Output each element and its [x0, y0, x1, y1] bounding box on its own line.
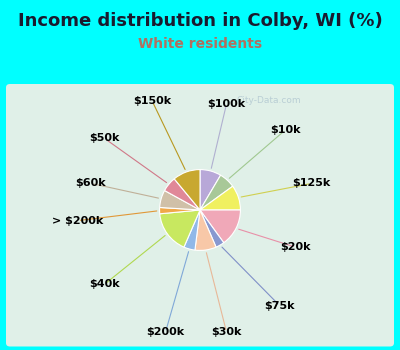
Text: $200k: $200k [146, 327, 184, 337]
Text: $30k: $30k [212, 327, 242, 337]
Wedge shape [164, 179, 200, 210]
Text: $125k: $125k [292, 178, 331, 188]
Text: $50k: $50k [89, 133, 120, 143]
Wedge shape [200, 210, 240, 243]
Wedge shape [200, 169, 220, 210]
Text: $10k: $10k [270, 125, 300, 135]
Text: $150k: $150k [133, 96, 171, 106]
Text: Income distribution in Colby, WI (%): Income distribution in Colby, WI (%) [18, 12, 382, 30]
Wedge shape [174, 169, 200, 210]
Text: > $200k: > $200k [52, 216, 103, 226]
Wedge shape [160, 190, 200, 210]
Wedge shape [200, 186, 240, 210]
Text: $60k: $60k [76, 178, 106, 188]
Wedge shape [160, 208, 200, 214]
Wedge shape [200, 210, 224, 247]
Wedge shape [160, 210, 200, 247]
Text: $100k: $100k [208, 99, 246, 108]
Wedge shape [184, 210, 200, 250]
Text: $40k: $40k [89, 280, 120, 289]
Text: $20k: $20k [280, 242, 311, 252]
Wedge shape [195, 210, 216, 251]
Text: City-Data.com: City-Data.com [237, 97, 302, 105]
Text: White residents: White residents [138, 37, 262, 51]
Text: $75k: $75k [264, 301, 295, 311]
Wedge shape [200, 175, 233, 210]
